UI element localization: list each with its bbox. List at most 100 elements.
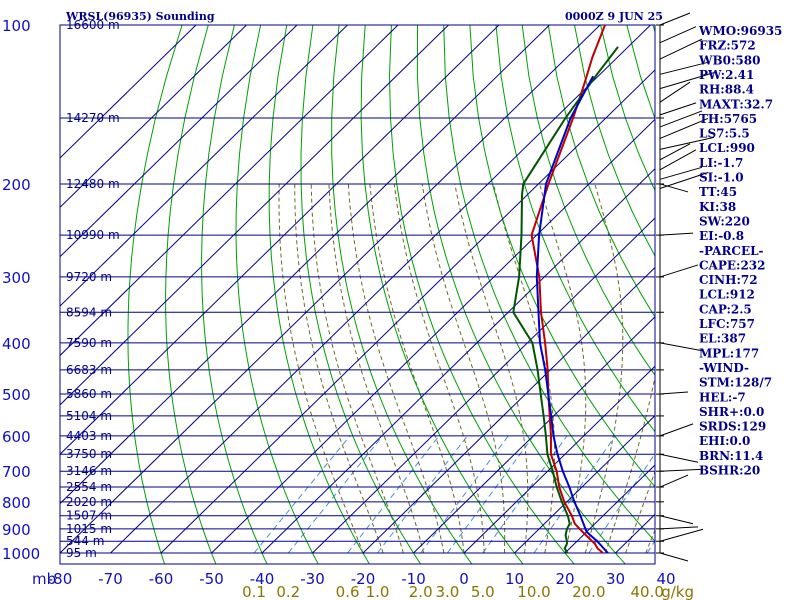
dry-adiabat-line — [165, 25, 217, 564]
pressure-tick-label: 500 — [2, 386, 31, 404]
sounding-index: HEL:-7 — [699, 390, 746, 404]
temperature-tick-label: -60 — [149, 570, 174, 588]
height-label: 4403 m — [66, 429, 112, 443]
height-label: 1015 m — [66, 522, 112, 536]
dry-adiabat-line — [547, 25, 655, 318]
mixing-ratio-tick-label: 0.1 — [242, 583, 266, 600]
wind-barb — [659, 143, 691, 161]
temperature-tick-label: 0 — [459, 570, 469, 588]
isotherm-line — [60, 25, 197, 159]
dewpoint-profile-line — [512, 46, 619, 554]
mixing-ratio-tick-label: 2.0 — [409, 583, 433, 600]
wind-barb — [659, 264, 699, 278]
sounding-index: MAXT:32.7 — [699, 97, 773, 111]
wind-barb — [659, 391, 689, 395]
wind-barb — [659, 342, 704, 352]
height-label: 3146 m — [66, 464, 112, 478]
sounding-index: WMO:96935 — [698, 24, 782, 38]
temperature-tick-label: -10 — [401, 570, 426, 588]
temperature-tick-label: -70 — [98, 570, 123, 588]
sounding-index: -PARCEL- — [699, 244, 764, 258]
height-label: 16600 m — [66, 18, 120, 32]
wind-barb — [659, 183, 689, 193]
height-label: 14270 m — [66, 111, 120, 125]
height-label: 7590 m — [66, 336, 112, 350]
dry-adiabat-line — [300, 25, 422, 564]
pressure-tick-label: 1000 — [2, 545, 40, 563]
pressure-tick-label: 800 — [2, 494, 31, 512]
mixing-ratio-tick-label: 3.0 — [435, 583, 459, 600]
dry-adiabat-line — [360, 25, 524, 564]
isotherm-line — [413, 316, 655, 554]
sounding-index: BSHR:20 — [699, 464, 760, 478]
isotherm-line — [60, 25, 601, 554]
dry-adiabat-line — [388, 25, 575, 564]
height-label: 8594 m — [66, 305, 112, 319]
wind-barb — [659, 528, 704, 542]
temperature-tick-label: -30 — [300, 570, 325, 588]
height-label: 2554 m — [66, 480, 112, 494]
isotherm-line — [60, 25, 247, 209]
temperature-profile-line — [530, 25, 606, 554]
wind-barb — [659, 136, 715, 150]
mixing-ratio-tick-label: 40.0 — [630, 583, 663, 600]
mixing-ratio-line — [420, 435, 509, 554]
pressure-tick-label: 400 — [2, 335, 31, 353]
sounding-index: -WIND- — [699, 361, 749, 375]
temperature-tick-label: 40 — [656, 570, 675, 588]
mixing-ratio-tick-label: 1.0 — [366, 583, 390, 600]
isotherm-line — [60, 25, 550, 505]
isotherm-line — [362, 266, 655, 554]
isotherm-line — [160, 69, 655, 554]
sounding-index: SHR+:0.0 — [699, 405, 764, 419]
wind-barb — [659, 526, 699, 530]
height-label: 5860 m — [66, 387, 112, 401]
dry-adiabat-line — [495, 25, 655, 433]
chart-title: WRSL(96935) Sounding — [65, 10, 215, 23]
sounding-index: SRDS:129 — [699, 420, 766, 434]
wind-barb — [659, 102, 697, 116]
sounding-index: TH:5765 — [699, 112, 757, 126]
wind-barb — [659, 61, 709, 75]
parcel-profile-line — [535, 75, 609, 554]
height-label: 3750 m — [66, 447, 112, 461]
dry-adiabat-line — [201, 25, 268, 564]
height-label: 5104 m — [66, 409, 112, 423]
sounding-index: EI:-0.8 — [699, 229, 744, 243]
sounding-index: LS7:5.5 — [699, 127, 750, 141]
isotherm-line — [60, 25, 449, 406]
sounding-index: LCL:912 — [699, 288, 755, 302]
mixing-ratio-unit-label: g/kg — [661, 583, 694, 600]
moist-adiabat-line — [492, 183, 555, 554]
sounding-index: TT:45 — [699, 185, 737, 199]
sounding-index: STM:128/7 — [699, 376, 772, 390]
sounding-index: RH:88.4 — [699, 83, 754, 97]
mixing-ratio-line — [287, 435, 384, 554]
temperature-tick-label: -20 — [351, 570, 376, 588]
wind-barb — [659, 423, 694, 437]
sounding-index: CAP:2.5 — [699, 302, 752, 316]
isotherm-line — [312, 217, 655, 554]
dry-adiabat-line — [127, 25, 183, 564]
height-label: 6683 m — [66, 363, 112, 377]
height-label: 1507 m — [66, 509, 112, 523]
isotherm-line — [514, 414, 655, 554]
sounding-index: CINH:72 — [699, 273, 758, 287]
wind-barb — [659, 166, 703, 180]
wind-barb — [659, 552, 689, 562]
chart-time: 0000Z 9 JUN 25 — [565, 10, 663, 23]
height-label: 9720 m — [66, 270, 112, 284]
wind-barb — [659, 81, 691, 103]
height-label: 544 m — [66, 534, 104, 548]
sounding-index: EL:387 — [699, 332, 746, 346]
isotherm-line — [60, 25, 348, 307]
mixing-ratio-line — [588, 452, 655, 554]
wind-barb — [659, 468, 704, 472]
wind-barb — [659, 515, 694, 525]
sounding-index: WB0:580 — [698, 53, 760, 67]
mixing-ratio-line — [447, 435, 534, 554]
wind-barb — [659, 26, 697, 44]
wind-barb — [659, 474, 689, 488]
height-label: 10990 m — [66, 228, 120, 242]
